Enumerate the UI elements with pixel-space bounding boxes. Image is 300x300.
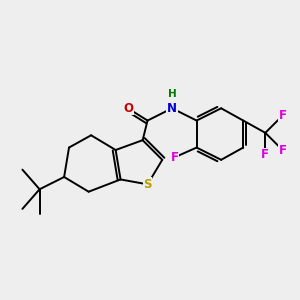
- Text: N: N: [167, 102, 177, 115]
- Text: H: H: [168, 88, 176, 99]
- Text: F: F: [170, 151, 178, 164]
- Text: F: F: [278, 143, 286, 157]
- Text: F: F: [261, 148, 269, 161]
- Text: O: O: [123, 102, 133, 115]
- Text: S: S: [143, 178, 152, 191]
- Text: F: F: [278, 109, 286, 122]
